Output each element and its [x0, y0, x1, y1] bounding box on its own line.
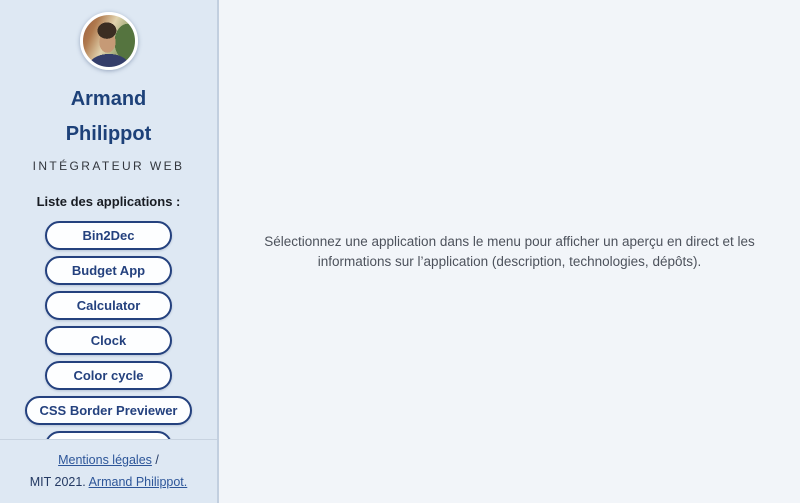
author-link[interactable]: Armand Philippot.: [88, 475, 188, 489]
main-content: Sélectionnez une application dans le men…: [219, 0, 800, 503]
app-button-budget-app[interactable]: Budget App: [45, 256, 172, 285]
profile-name: Armand Philippot: [65, 88, 152, 145]
welcome-message-line2: informations sur l’application (descript…: [317, 253, 702, 269]
legal-notice-link[interactable]: Mentions légales: [58, 453, 152, 467]
footer-license-line: MIT 2021. Armand Philippot.: [6, 471, 211, 493]
app-button-css-border-previewer[interactable]: CSS Border Previewer: [25, 396, 192, 425]
footer-legal-line: Mentions légales /: [6, 449, 211, 471]
avatar: [79, 12, 138, 70]
app-button-color-cycle[interactable]: Color cycle: [45, 361, 172, 390]
profile-role: INTÉGRATEUR WEB: [32, 159, 185, 173]
app-button-bin2dec[interactable]: Bin2Dec: [45, 221, 172, 250]
apps-list: Bin2Dec Budget App Calculator Clock Colo…: [0, 221, 217, 439]
app-button-clock[interactable]: Clock: [45, 326, 172, 355]
apps-list-label: Liste des applications :: [36, 194, 181, 209]
welcome-message: Sélectionnez une application dans le men…: [264, 232, 755, 271]
avatar-wrap: [0, 12, 217, 70]
app-button-calculator[interactable]: Calculator: [45, 291, 172, 320]
welcome-message-line1: Sélectionnez une application dans le men…: [264, 234, 755, 249]
app-button-partial[interactable]: [45, 431, 172, 439]
footer-separator: /: [155, 453, 159, 467]
sidebar: Armand Philippot INTÉGRATEUR WEB Liste d…: [0, 0, 219, 503]
sidebar-footer: Mentions légales / MIT 2021. Armand Phil…: [0, 439, 217, 503]
license-text: MIT 2021.: [29, 475, 86, 489]
